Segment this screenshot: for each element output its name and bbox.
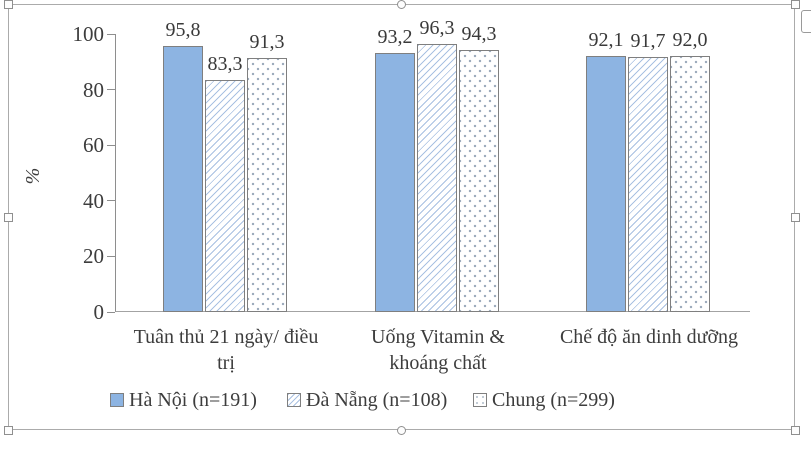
bar-dots-category-1[interactable]: [247, 58, 287, 312]
bar-value-label: 95,8: [165, 19, 201, 41]
bar-value-label: 83,3: [207, 53, 243, 75]
x-axis-category-label: Chế độ ăn dinh dưỡng: [559, 326, 739, 348]
bar-value-label: 93,2: [377, 26, 413, 48]
y-axis-tick: [107, 144, 115, 146]
y-axis-tick: [107, 311, 115, 313]
bar-value-label: 91,3: [249, 31, 285, 53]
plot-area: 0 20 40 60 80 100 95,8 93,2 92,1 83,3 96,3 91,7 91,3…: [73, 17, 750, 374]
bar-value-label: 92,1: [588, 29, 624, 51]
y-axis-tick-label: 40: [83, 188, 104, 213]
bar-hatch-category-2[interactable]: [417, 44, 457, 312]
bar-solid-category-2[interactable]: [375, 53, 415, 312]
x-axis-category-label: Tuân thủ 21 ngày/ điều trị: [133, 326, 319, 374]
bar-hatch-category-1[interactable]: [205, 80, 245, 312]
y-axis-tick-label: 60: [83, 133, 104, 158]
selection-handle-bottom-left[interactable]: [4, 426, 13, 435]
legend-label: Hà Nội (n=191): [129, 388, 257, 411]
y-axis-tick: [107, 200, 115, 202]
y-axis-tick-label: 80: [83, 77, 104, 102]
y-axis-title: %: [22, 167, 44, 185]
selection-handle-middle-left[interactable]: [4, 213, 13, 222]
bar-value-label: 91,7: [630, 30, 666, 52]
selection-handle-top-left[interactable]: [4, 0, 13, 9]
bar-value-label: 94,3: [461, 23, 497, 45]
bar-dots-category-2[interactable]: [459, 50, 499, 312]
y-axis-tick: [107, 89, 115, 91]
layout-options-button[interactable]: [801, 10, 811, 33]
selection-handle-bottom-middle[interactable]: [397, 426, 406, 435]
x-axis-category-label: Uống Vitamin & khoáng chất: [371, 326, 505, 374]
legend-label: Chung (n=299): [492, 388, 615, 411]
y-axis-tick-label: 0: [93, 300, 105, 324]
bar-solid-category-1[interactable]: [163, 46, 203, 312]
legend-swatch-dots: [473, 393, 487, 407]
legend-swatch-hatch: [287, 393, 301, 407]
legend-item-solid[interactable]: Hà Nội (n=191): [110, 389, 257, 411]
selection-handle-bottom-right[interactable]: [791, 426, 800, 435]
bar-hatch-category-3[interactable]: [628, 57, 668, 312]
legend-swatch-solid: [110, 393, 124, 407]
legend-item-hatch[interactable]: Đà Nẵng (n=108): [287, 389, 447, 411]
y-axis-tick-label: 20: [83, 244, 104, 269]
y-axis-tick-label: 100: [72, 22, 105, 46]
bar-value-label: 96,3: [419, 17, 455, 39]
bar-solid-category-3[interactable]: [586, 56, 626, 312]
y-axis-tick: [107, 33, 115, 35]
bar-value-label: 92,0: [672, 29, 708, 51]
selection-handle-top-right[interactable]: [791, 0, 800, 9]
legend-label: Đà Nẵng (n=108): [306, 388, 448, 411]
selection-handle-middle-right[interactable]: [791, 213, 800, 222]
bar-dots-category-3[interactable]: [670, 56, 710, 312]
y-axis-tick: [107, 255, 115, 257]
legend-item-dots[interactable]: Chung (n=299): [473, 389, 615, 411]
selection-handle-top-middle[interactable]: [397, 0, 406, 9]
